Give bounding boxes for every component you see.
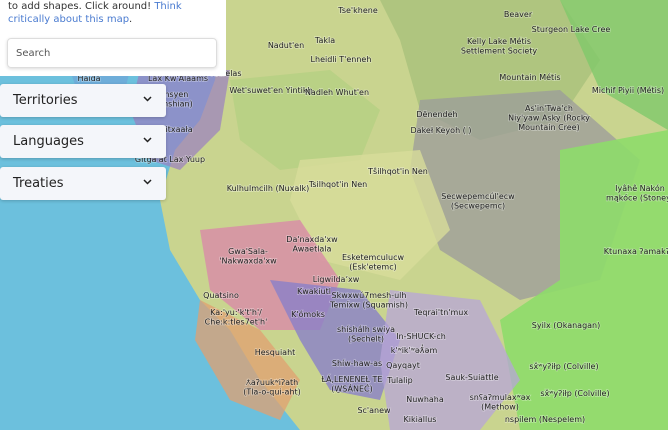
map-label: Ƛaʔuukʷiʔath [245,378,298,387]
map-label: Gitxaała [159,125,192,134]
map-label: Iyâhê Nakón [615,183,665,193]
chevron [143,137,152,143]
intro-text: to add shapes. Click around! Think criti… [8,0,218,26]
map-label: Qayqayt [386,361,420,370]
territory [230,70,380,170]
link[interactable]: Think critically about this map [8,1,182,25]
map-label: Gwa'Sala- [228,247,268,256]
map-label: sx̌ʷyʔiłp (Colville) [540,388,609,398]
map-label: K'ómoks [291,309,325,319]
map-label: (Secwepemc) [451,202,505,211]
map-label: Skwxwú7mesh-ulh [332,291,407,300]
map-label: Ligwildaʼxw [313,275,360,284]
map-label: Settlement Society [461,47,538,56]
map-label: Shíw-haw-as [332,359,382,368]
map-label: snʕaʔmulaxʷəx [470,393,531,402]
map-label: Ts'msyen [151,90,189,99]
map-label: (W̱SÁNEĆ) [331,383,372,394]
map-label: (Methow) [481,403,519,412]
map-label: Sturgeon Lake Cree [532,25,611,34]
map-label: Gitga'at Lax Yuup [135,155,205,164]
intro-end: . [129,14,133,25]
map-label: Beaver [504,10,533,19]
map-label: Tse'khene [337,6,378,15]
map-label: Lax Kw'Alaams [148,74,208,83]
territory [380,290,520,430]
map-label: Ka:'yu:'k't'h'/ [210,308,262,317]
map-label: sx̌ʷyʔiłp (Colville) [529,361,598,371]
territory [195,300,300,420]
map-label: Kelly Lake Métis [467,36,531,46]
map-label: (Tsimshian) [147,100,192,109]
menu-button[interactable]: Languages [0,125,166,158]
info-panel: to add shapes. Click around! Think criti… [0,0,226,76]
map-label: Kitselas [211,69,242,78]
map-label: Hesquiaht [255,348,296,357]
territory [290,150,450,280]
map-label: Ktunaxa ʔamakʔis [604,247,668,256]
territory [560,0,668,130]
map-label: Dënendeh [416,110,457,119]
map-label: 'Nakwaxda'xw [219,257,277,266]
map-label: ȽÁ,LENENEȽ TE [321,373,382,384]
chevron [143,96,152,102]
map-label: Tŝilhqot'in Nen [367,166,428,176]
map-label: Michif Piyii (Métis) [592,85,664,95]
map-label: Nuwhaha [406,395,444,404]
menu-label: Treaties [13,176,64,191]
map-label: Awaetlala [293,245,332,254]
map-label: Che:k:tles7et'h' [205,318,268,327]
map-label: (Tla-o-qui-aht) [243,388,301,397]
map-label: Nadleh Whut'en [305,88,369,97]
map-label: Haida [77,74,100,83]
intro: to add shapes. Click around! [8,1,155,12]
map-label: mąkóce (Stoney) [606,193,668,203]
menu-button[interactable]: Treaties [0,167,166,200]
map-label: (Sechelt) [348,335,384,344]
map-label: Secwepemcúl'ecw [441,192,515,201]
map-label: Kwakiutl [297,287,331,296]
map-label: Sauk-Suiattle [445,373,498,382]
map-label: Nadut'en [268,41,304,50]
map-label: Tsilhqot'in Nen [308,180,367,189]
map-label: Kikiallus [404,415,437,424]
map-label: Dakeł Keyoh ( ) [411,126,472,135]
map-label: shíshálh swiya [337,325,395,334]
map-label: Syilx (Okanagan) [532,321,601,330]
map-label: (Esk'etemc) [349,263,396,272]
menu-label: Territories [13,93,78,108]
map-label: Wet'suwet'en Yintikh [229,86,312,95]
map-label: Takla [314,36,335,45]
map-label: Teqrai'tn'mux [413,308,468,317]
chevron [143,179,152,185]
map-label: Mountain Cree) [518,123,579,132]
map-label: As'in'Twa'ch [525,104,573,113]
menu-button[interactable]: Territories [0,84,166,117]
map-label: Temíxw (Squamish) [329,301,408,310]
map-label: Da'naxda'xw [286,235,338,244]
map-label: Tulalip [386,376,412,385]
search-input[interactable]: Search [7,38,217,68]
map-label: Sc'anew [357,406,391,415]
map-label: Quatsino [203,291,239,300]
territory [500,130,668,430]
map-label: Mountain Métis [499,72,560,82]
map-label: nspilem (Nespelem) [505,415,585,424]
map-label: Esketemculucw [342,253,405,262]
map-label: Kulhulmcilh (Nuxalk) [227,184,310,193]
map-label: Niy'yaw Asky (Rocky [508,114,590,123]
territory [270,280,400,400]
map-label: In-SHUCK-ch [396,332,446,341]
map-label: k'ʷik'ʷəƛ̓əm [391,344,438,355]
menu-label: Languages [13,134,84,149]
map-label: Lheidli T'enneh [311,55,372,64]
